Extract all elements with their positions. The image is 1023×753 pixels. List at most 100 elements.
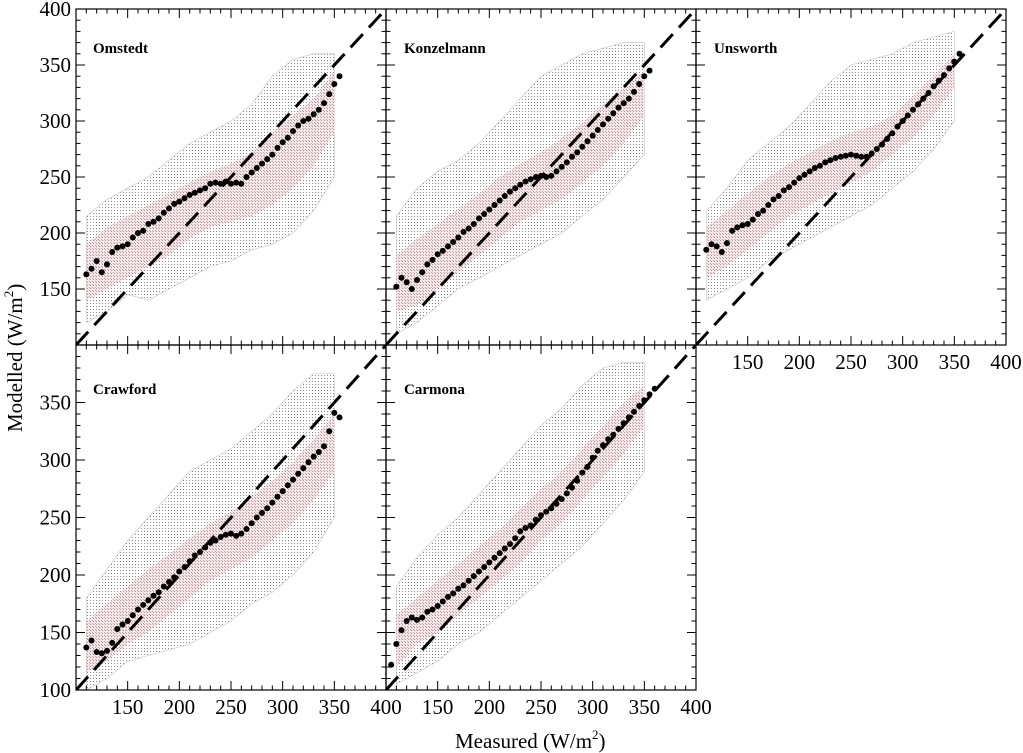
data-point-carmona (563, 490, 570, 497)
data-point-omstedt (176, 198, 183, 205)
x-tick-label: 350 (319, 695, 351, 719)
data-point-unsworth (755, 211, 761, 217)
y-tick-label: 200 (40, 221, 72, 245)
data-point-crawford (228, 530, 234, 537)
data-point-carmona (507, 541, 513, 547)
one-to-one-line-omstedt (76, 9, 386, 345)
data-point-crawford (197, 549, 203, 555)
inner-band-unsworth (706, 53, 955, 278)
tick-labels: 150 200 250 300 350 400 150 200 250 300 350 400 150 2… (40, 0, 1022, 719)
data-point-crawford (336, 414, 343, 421)
data-point-unsworth (806, 168, 813, 175)
data-point-carmona (543, 508, 550, 515)
y-axis-title: Modelled (W/m2) (1, 284, 27, 432)
data-point-konzelmann (553, 168, 560, 175)
data-point-crawford (295, 470, 302, 477)
data-point-crawford (93, 649, 100, 655)
data-point-konzelmann (620, 100, 627, 107)
y-tick-label: 200 (40, 563, 72, 587)
data-point-carmona (439, 598, 446, 605)
data-point-carmona (651, 385, 658, 392)
data-point-crawford (284, 482, 291, 489)
data-point-unsworth (744, 221, 751, 227)
data-point-unsworth (910, 106, 916, 113)
data-point-carmona (589, 454, 596, 461)
data-point-carmona (429, 606, 436, 613)
data-point-carmona (481, 564, 488, 570)
y-tick-label: 350 (40, 53, 72, 77)
x-tick-label: 250 (525, 695, 557, 719)
x-tick-label: 400 (680, 695, 712, 719)
data-point-carmona (512, 535, 519, 542)
data-point-carmona (631, 408, 637, 415)
data-point-omstedt (259, 160, 265, 167)
data-point-unsworth (915, 101, 922, 108)
panel-title-konzelmann: Konzelmann (404, 41, 486, 57)
x-tick-label: 300 (577, 695, 609, 719)
y-tick-label: 100 (40, 678, 72, 702)
data-point-konzelmann (491, 202, 498, 208)
x-tick-label: 350 (629, 695, 661, 719)
data-point-omstedt (279, 139, 286, 146)
data-point-omstedt (243, 174, 250, 180)
data-point-omstedt (202, 185, 209, 192)
data-point-crawford (212, 537, 219, 544)
data-point-crawford (253, 514, 260, 521)
data-point-crawford (279, 488, 286, 495)
data-point-crawford (166, 578, 172, 585)
inner-band-carmona (396, 385, 645, 667)
data-point-omstedt (284, 134, 291, 141)
data-point-unsworth (853, 152, 860, 159)
data-point-konzelmann (636, 81, 643, 87)
data-point-crawford (181, 564, 188, 570)
data-point-carmona (517, 528, 524, 535)
data-point-konzelmann (522, 178, 529, 185)
data-point-carmona (584, 463, 591, 470)
data-point-unsworth (739, 222, 746, 229)
data-point-konzelmann (641, 73, 648, 80)
data-point-omstedt (233, 179, 240, 186)
data-point-unsworth (920, 95, 927, 102)
data-point-omstedt (321, 100, 327, 107)
data-point-omstedt (155, 215, 162, 222)
data-point-crawford (129, 612, 136, 619)
data-point-unsworth (842, 152, 849, 159)
data-point-konzelmann (398, 274, 405, 281)
data-point-crawford (135, 606, 141, 613)
data-point-carmona (476, 568, 482, 575)
data-point-omstedt (238, 180, 245, 187)
x-tick-label: 400 (990, 350, 1022, 374)
data-point-carmona (600, 442, 606, 449)
data-point-unsworth (930, 83, 937, 90)
data-point-unsworth (884, 135, 891, 142)
data-point-carmona (470, 573, 477, 580)
data-point-carmona (538, 512, 544, 519)
data-point-konzelmann (538, 172, 544, 179)
data-point-crawford (150, 592, 157, 599)
data-point-crawford (264, 505, 271, 512)
data-point-carmona (419, 614, 426, 621)
data-point-konzelmann (486, 206, 493, 213)
data-point-unsworth (935, 77, 942, 84)
data-point-carmona (486, 559, 493, 566)
data-point-crawford (248, 520, 255, 527)
data-point-omstedt (166, 205, 172, 212)
data-point-carmona (610, 431, 617, 438)
data-point-omstedt (336, 73, 343, 80)
data-point-carmona (558, 496, 565, 503)
data-point-carmona (424, 608, 431, 615)
data-point-crawford (331, 409, 338, 416)
x-tick-label: 200 (474, 695, 506, 719)
x-tick-label: 400 (370, 695, 402, 719)
data-point-crawford (88, 637, 95, 644)
y-tick-label: 150 (40, 621, 72, 645)
data-point-omstedt (269, 151, 276, 158)
data-point-konzelmann (501, 193, 508, 199)
data-point-crawford (109, 639, 116, 646)
data-point-konzelmann (424, 261, 431, 268)
data-point-omstedt (83, 271, 90, 278)
data-point-omstedt (207, 180, 214, 187)
data-point-konzelmann (408, 286, 415, 292)
data-point-omstedt (109, 249, 116, 255)
